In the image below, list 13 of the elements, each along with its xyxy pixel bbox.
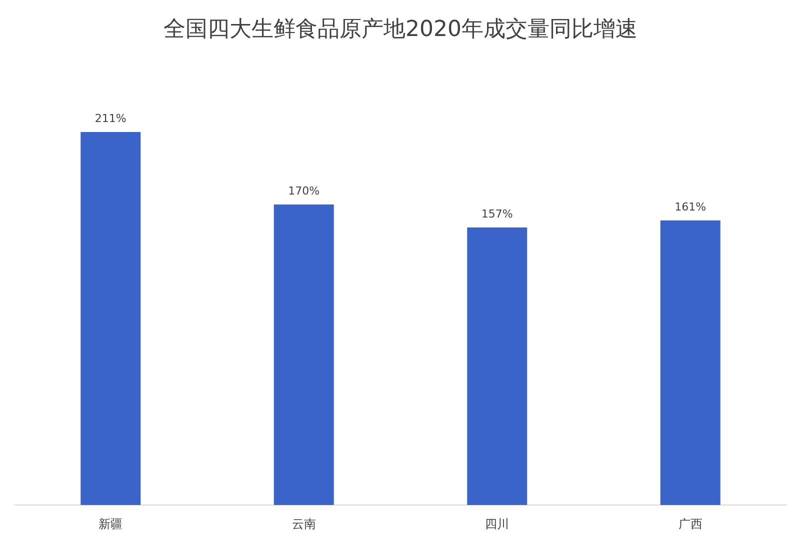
x-tick-label: 广西 [678,517,702,531]
chart-title: 全国四大生鲜食品原产地2020年成交量同比增速 [164,17,638,42]
bar [274,204,334,505]
bar [80,132,141,505]
bar [467,227,528,505]
x-tick-label: 四川 [485,517,510,531]
data-label: 157% [481,207,513,220]
x-tick-label: 新疆 [98,517,123,531]
x-tick-label: 云南 [292,517,316,531]
bar [660,220,720,505]
data-label: 211% [94,112,126,125]
data-label: 170% [288,184,320,198]
data-label: 161% [674,200,706,214]
